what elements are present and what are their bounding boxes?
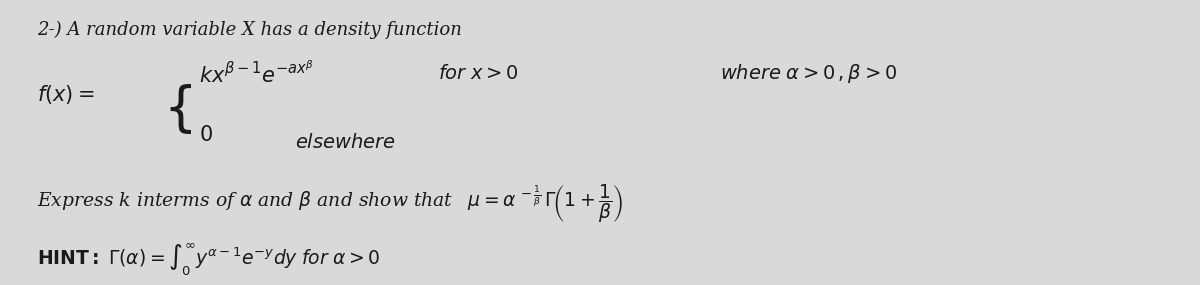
Text: 2-) A random variable X has a density function: 2-) A random variable X has a density fu… (37, 21, 462, 39)
Text: $\mathit{where}\;\alpha > 0\,,\beta > 0$: $\mathit{where}\;\alpha > 0\,,\beta > 0$ (720, 62, 898, 85)
Text: $\mathit{for}\; x > 0$: $\mathit{for}\; x > 0$ (438, 64, 518, 83)
Text: $\mathit{elsewhere}$: $\mathit{elsewhere}$ (295, 133, 396, 152)
Text: $\mathbf{HINT:}\;\Gamma(\alpha) = \int_0^{\infty} y^{\alpha-1}e^{-y}dy\;\mathit{: $\mathbf{HINT:}\;\Gamma(\alpha) = \int_0… (37, 240, 380, 277)
Text: $kx^{\beta-1}e^{-ax^{\beta}}$: $kx^{\beta-1}e^{-ax^{\beta}}$ (199, 60, 314, 87)
Text: $0$: $0$ (199, 125, 212, 145)
Text: $f(x) = $: $f(x) = $ (37, 83, 95, 106)
Text: Express k interms of $\alpha$ and $\beta$ and show that $\;\;\mu = \alpha^{\,-\f: Express k interms of $\alpha$ and $\beta… (37, 182, 624, 225)
Text: $\{$: $\{$ (163, 82, 192, 136)
